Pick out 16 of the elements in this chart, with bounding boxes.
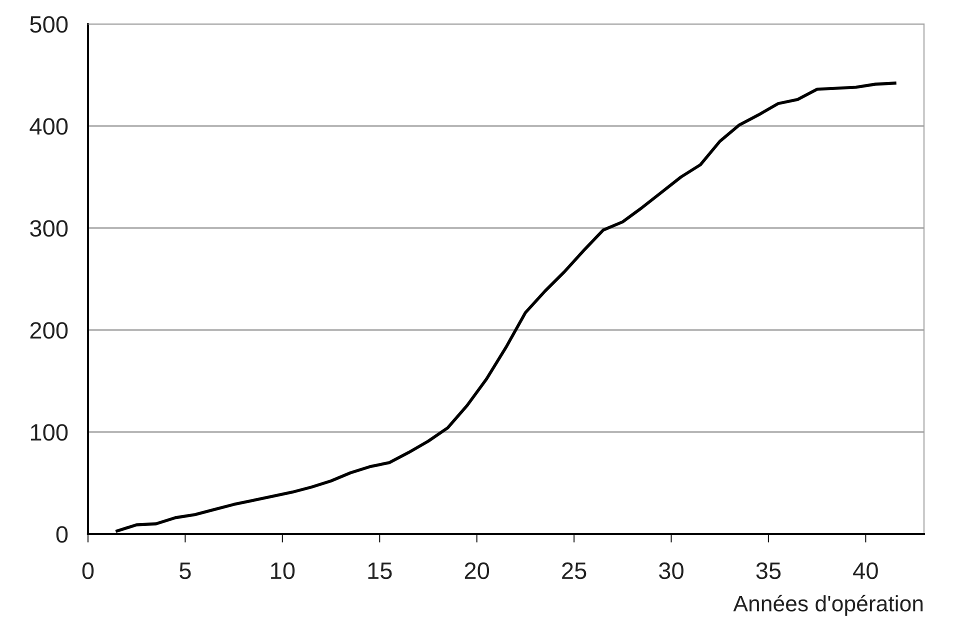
x-tick-label: 15	[368, 562, 392, 580]
x-tick-label: 20	[464, 562, 490, 580]
x-tick-label: 10	[271, 562, 295, 580]
y-tick-label: 300	[30, 220, 68, 237]
x-tick-label: 0	[82, 562, 94, 580]
x-tick-label: 40	[853, 562, 878, 580]
x-tick-label: 30	[659, 562, 684, 580]
y-tick-label: 200	[30, 322, 68, 339]
y-tick-label: 0	[56, 526, 68, 543]
x-tick-label: 25	[562, 562, 586, 580]
y-tick-label: 500	[30, 16, 68, 33]
x-axis-title: Années d'opération	[733, 594, 923, 616]
y-tick-label: 400	[30, 118, 68, 135]
x-tick-label: 5	[180, 562, 191, 580]
x-tick-label: 35	[756, 562, 781, 580]
y-tick-label: 100	[30, 424, 68, 441]
